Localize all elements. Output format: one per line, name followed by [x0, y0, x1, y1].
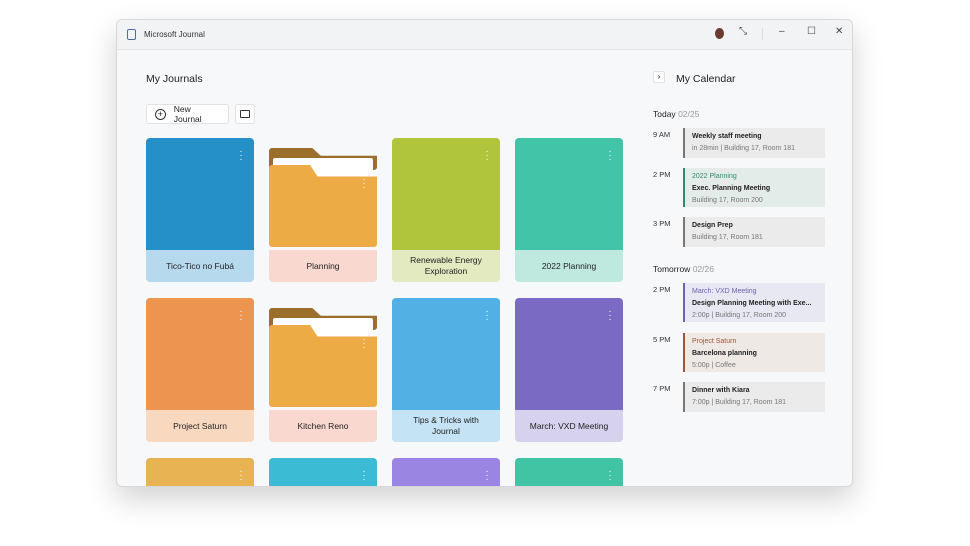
journal-cover — [515, 298, 623, 410]
calendar-event[interactable]: 2022 Planning Exec. Planning Meeting Build… — [683, 168, 825, 207]
event-time: 9 AM — [653, 130, 671, 139]
event-journal-tag: Project Saturn — [692, 338, 737, 345]
event-time: 2 PM — [653, 170, 671, 179]
calendar-event[interactable]: March: VXD Meeting Design Planning Meetin… — [683, 283, 825, 322]
event-time: 2 PM — [653, 285, 671, 294]
journal-cover — [269, 458, 377, 486]
new-journal-button[interactable]: + New Journal — [146, 104, 229, 124]
today-date: 02/25 — [678, 109, 700, 119]
today-label: Today — [653, 109, 676, 119]
more-options-icon[interactable]: · · · — [608, 306, 612, 325]
title-bar: Microsoft Journal ⤡ – ☐ ✕ — [117, 20, 852, 50]
card-label: Planning — [269, 250, 377, 282]
journal-cover — [146, 138, 254, 250]
my-calendar-heading: My Calendar — [676, 73, 736, 85]
event-detail: 7:00p | Building 17, Room 181 — [692, 399, 787, 406]
card-label: Tips & Tricks with Journal — [392, 410, 500, 442]
folder-body — [269, 325, 377, 407]
journal-card[interactable]: · · · — [269, 458, 377, 486]
more-options-icon[interactable]: · · · — [485, 466, 489, 485]
event-title: Design Planning Meeting with Exe... — [692, 300, 812, 307]
card-label: Kitchen Reno — [269, 410, 377, 442]
event-detail: Building 17, Room 181 — [692, 234, 763, 241]
journal-card[interactable]: · · · 2022 Planning — [515, 138, 623, 282]
event-detail: 2:00p | Building 17, Room 200 — [692, 312, 787, 319]
event-title: Dinner with Kiara — [692, 387, 750, 394]
journal-card[interactable]: · · · — [146, 458, 254, 486]
folder-body — [269, 165, 377, 247]
calendar-event[interactable]: Project Saturn Barcelona planning 5:00p | … — [683, 333, 825, 372]
journal-cover — [392, 138, 500, 250]
new-journal-label: New Journal — [173, 104, 202, 124]
divider — [762, 28, 763, 40]
close-button[interactable]: ✕ — [835, 26, 844, 37]
tomorrow-date: 02/26 — [692, 264, 714, 274]
journal-cover — [515, 458, 623, 486]
collapse-calendar-chevron-icon[interactable]: › — [653, 71, 665, 83]
journal-app-icon — [127, 29, 136, 40]
event-title: Barcelona planning — [692, 350, 757, 357]
more-options-icon[interactable]: · · · — [239, 466, 243, 485]
card-label: Renewable Energy Exploration — [392, 250, 500, 282]
more-options-icon[interactable]: · · · — [362, 334, 366, 353]
journal-card[interactable]: · · · Renewable Energy Exploration — [392, 138, 500, 282]
card-label: March: VXD Meeting — [515, 410, 623, 442]
more-options-icon[interactable]: · · · — [608, 466, 612, 485]
event-journal-tag: 2022 Planning — [692, 173, 737, 180]
more-options-icon[interactable]: · · · — [608, 146, 612, 165]
event-detail: Building 17, Room 200 — [692, 197, 763, 204]
calendar-event[interactable]: Weekly staff meeting in 28min | Building … — [683, 128, 825, 158]
event-detail: in 28min | Building 17, Room 181 — [692, 145, 795, 152]
plus-circle-icon: + — [155, 108, 166, 120]
event-time: 3 PM — [653, 219, 671, 228]
calendar-event[interactable]: Design Prep Building 17, Room 181 — [683, 217, 825, 247]
journal-cover — [146, 298, 254, 410]
event-detail: 5:00p | Coffee — [692, 362, 736, 369]
journal-card[interactable]: · · · Tico-Tico no Fubá — [146, 138, 254, 282]
restore-icon[interactable]: ⤡ — [739, 26, 747, 37]
add-folder-icon — [240, 110, 250, 118]
journal-cover — [146, 458, 254, 486]
event-title: Design Prep — [692, 222, 733, 229]
event-time: 7 PM — [653, 384, 671, 393]
journal-card[interactable]: · · · — [515, 458, 623, 486]
more-options-icon[interactable]: · · · — [362, 174, 366, 193]
app-window: Microsoft Journal ⤡ – ☐ ✕ My Journals + … — [116, 19, 853, 487]
journal-card[interactable]: · · · March: VXD Meeting — [515, 298, 623, 442]
journal-card[interactable]: · · · — [392, 458, 500, 486]
maximize-button[interactable]: ☐ — [807, 26, 816, 37]
more-options-icon[interactable]: · · · — [485, 306, 489, 325]
journal-card[interactable]: · · · Tips & Tricks with Journal — [392, 298, 500, 442]
calendar-event[interactable]: Dinner with Kiara 7:00p | Building 17, Ro… — [683, 382, 825, 412]
journal-cover — [515, 138, 623, 250]
journal-card[interactable]: · · · Project Saturn — [146, 298, 254, 442]
event-title: Weekly staff meeting — [692, 133, 762, 140]
more-options-icon[interactable]: · · · — [239, 306, 243, 325]
folder-card[interactable]: · · · Kitchen Reno — [269, 298, 377, 442]
journal-cover — [392, 298, 500, 410]
card-label: 2022 Planning — [515, 250, 623, 282]
more-options-icon[interactable]: · · · — [239, 146, 243, 165]
today-header: Today 02/25 — [653, 109, 699, 119]
event-time: 5 PM — [653, 335, 671, 344]
app-title: Microsoft Journal — [144, 30, 205, 39]
minimize-button[interactable]: – — [779, 26, 785, 37]
event-journal-tag: March: VXD Meeting — [692, 288, 757, 295]
my-journals-heading: My Journals — [146, 73, 203, 85]
new-folder-button[interactable] — [235, 104, 255, 124]
tomorrow-label: Tomorrow — [653, 264, 691, 274]
journal-cover — [392, 458, 500, 486]
tomorrow-header: Tomorrow 02/26 — [653, 264, 714, 274]
folder-card[interactable]: · · · Planning — [269, 138, 377, 282]
card-label: Project Saturn — [146, 410, 254, 442]
more-options-icon[interactable]: · · · — [485, 146, 489, 165]
card-label: Tico-Tico no Fubá — [146, 250, 254, 282]
event-title: Exec. Planning Meeting — [692, 185, 771, 192]
avatar[interactable] — [715, 28, 724, 39]
more-options-icon[interactable]: · · · — [362, 466, 366, 485]
